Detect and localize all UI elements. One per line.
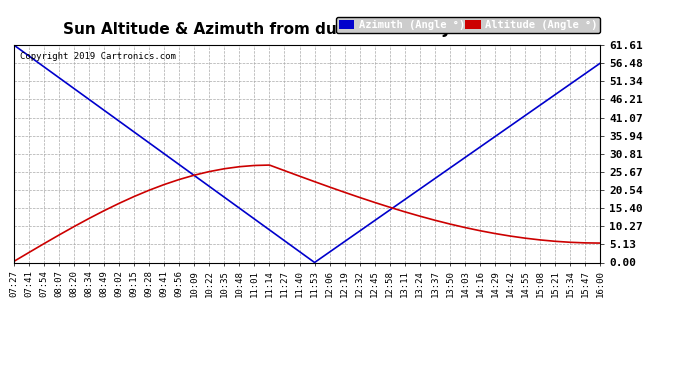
Legend: Azimuth (Angle °), Altitude (Angle °): Azimuth (Angle °), Altitude (Angle °) xyxy=(336,17,600,33)
Text: Copyright 2019 Cartronics.com: Copyright 2019 Cartronics.com xyxy=(19,51,175,60)
Title: Sun Altitude & Azimuth from due South Tue Jan 22 16:08: Sun Altitude & Azimuth from due South Tu… xyxy=(63,22,551,37)
